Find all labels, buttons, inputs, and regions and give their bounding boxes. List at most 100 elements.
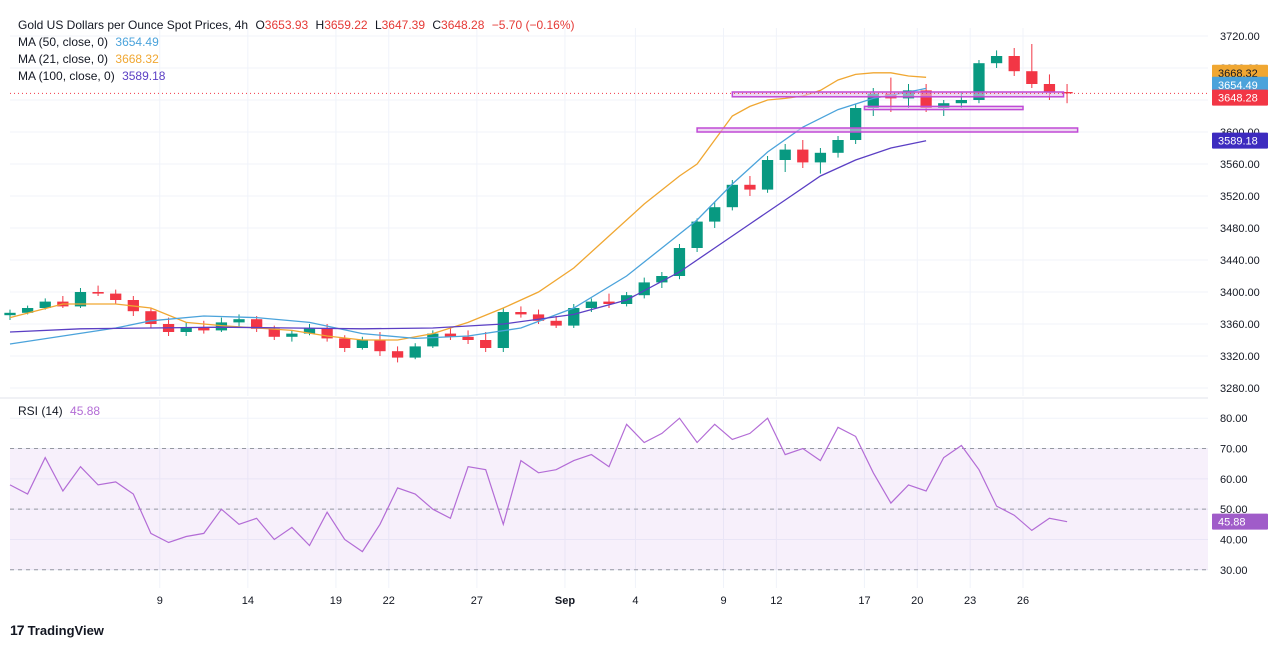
candle-body (532, 314, 545, 321)
candle-body (990, 56, 1003, 64)
last-price-tag: 3648.28 (1218, 93, 1258, 105)
ma50-line (9, 87, 927, 345)
candle-body (726, 184, 738, 208)
legend-ma50-value: 3654.49 (115, 35, 159, 49)
price-tick-label: 3440.00 (1220, 255, 1260, 267)
rsi-tick-label: 80.00 (1220, 413, 1248, 425)
price-tick-label: 3360.00 (1220, 319, 1260, 331)
candle-body (814, 152, 827, 163)
legend-rsi-row: RSI (14) 45.88 (18, 404, 104, 418)
rsi-value-tag-bg (1212, 513, 1268, 530)
price-tick-label: 3400.00 (1220, 287, 1260, 299)
price-pane (4, 44, 1208, 363)
candle-body (110, 293, 122, 300)
candle-body (180, 327, 192, 332)
ma21-line (9, 72, 927, 341)
tradingview-logo-text: TradingView (27, 622, 104, 638)
candle-body (321, 328, 333, 339)
legend-high-label: H (315, 18, 325, 32)
price-tick-label: 3520.00 (1220, 191, 1260, 203)
date-tick-label: 9 (720, 595, 726, 607)
legend-rsi-value: 45.88 (70, 404, 101, 418)
candle-body (4, 312, 16, 316)
legend-title: Gold US Dollars per Ounce Spot Prices, 4… (18, 18, 249, 32)
candle-body (656, 276, 668, 283)
candle-body (391, 351, 404, 358)
candle-body (409, 346, 421, 358)
legend-ma100-label: MA (100, close, 0) (18, 69, 115, 83)
candle-body (462, 336, 474, 340)
candle-body (251, 319, 263, 329)
price-axis: 3280.00 3320.00 3360.00 3400.00 3440.00 3480.… (1212, 31, 1268, 577)
date-tick-label: 27 (471, 595, 483, 607)
candle-body (832, 140, 844, 153)
legend-ma50-row: MA (50, close, 0) 3654.49 (18, 35, 163, 49)
ma50-price-tag: 3654.49 (1218, 80, 1258, 92)
ma50-price-tag-bg (1212, 76, 1268, 93)
candle-body (920, 90, 932, 108)
candle-body (1008, 56, 1020, 72)
candle-body (198, 327, 210, 331)
candle-body (585, 301, 598, 308)
price-tick-label: 3560.00 (1220, 159, 1260, 171)
last-price-tag-bg (1212, 89, 1268, 106)
candle-body (1043, 84, 1056, 92)
support-resistance-box (731, 91, 1065, 98)
candle-body (709, 207, 721, 222)
candle-body (973, 63, 985, 100)
date-tick-label: 23 (964, 595, 976, 607)
candle-body (427, 333, 439, 347)
candle-body (550, 320, 562, 326)
date-tick-label: 20 (911, 595, 923, 607)
candle-body (356, 340, 368, 348)
candle-body (303, 328, 316, 334)
date-tick-label: 17 (858, 595, 870, 607)
legend-ma50-label: MA (50, close, 0) (18, 35, 109, 49)
legend-close-label: C (432, 18, 442, 32)
ma100-price-tag-bg (1212, 132, 1268, 149)
candle-body (268, 328, 280, 337)
rsi-tick-label: 30.00 (1220, 565, 1248, 577)
tradingview-logo-icon: 17 (10, 622, 25, 638)
candle-body (850, 108, 862, 140)
legend-rsi-label: RSI (14) (18, 404, 63, 418)
candle-body (444, 333, 457, 337)
candle-body (1061, 92, 1073, 94)
candle-body (744, 184, 756, 190)
date-tick-label: 9 (157, 595, 163, 607)
legend-ma100-row: MA (100, close, 0) 3589.18 (18, 69, 169, 83)
candle-body (779, 149, 791, 160)
legend-change: −5.70 (−0.16%) (491, 18, 575, 32)
rsi-tick-label: 60.00 (1220, 474, 1248, 486)
tradingview-logo[interactable]: 17 TradingView (10, 622, 104, 638)
rsi-tick-label: 70.00 (1220, 444, 1248, 456)
price-tick-label: 3320.00 (1220, 351, 1260, 363)
support-resistance-box (696, 127, 1079, 133)
candle-body (286, 333, 298, 337)
candle-body (497, 312, 509, 348)
legend-ma21-label: MA (21, close, 0) (18, 52, 109, 66)
candle-body (74, 292, 87, 307)
rsi-tick-label: 50.00 (1220, 504, 1248, 516)
date-axis: 9 14 19 22 27 Sep 4 9 12 17 20 23 26 (157, 595, 1029, 607)
date-tick-label: Sep (555, 595, 575, 607)
support-resistance-box (863, 105, 1024, 111)
date-tick-label: 22 (383, 595, 395, 607)
candle-body (867, 93, 879, 108)
legend-low-label: L (374, 18, 382, 32)
date-tick-label: 14 (242, 595, 254, 607)
candle-body (515, 312, 527, 315)
legend-low: 3647.39 (381, 18, 426, 32)
price-tick-label: 3480.00 (1220, 223, 1260, 235)
candle-body (761, 160, 774, 190)
rsi-value-tag: 45.88 (1218, 517, 1246, 529)
date-tick-label: 12 (770, 595, 782, 607)
legend-close: 3648.28 (441, 18, 485, 32)
candle-body (691, 221, 703, 248)
legend-ma100-value: 3589.18 (122, 69, 166, 83)
legend-high: 3659.22 (324, 18, 368, 32)
date-tick-label: 4 (632, 595, 638, 607)
candle-body (39, 301, 51, 308)
candle-body (339, 338, 351, 348)
